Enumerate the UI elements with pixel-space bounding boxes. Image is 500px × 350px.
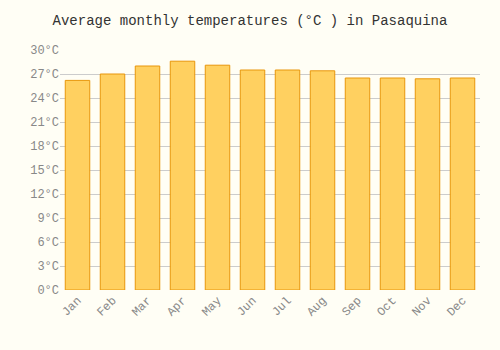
svg-text:Mar: Mar <box>129 294 154 319</box>
svg-text:Feb: Feb <box>94 294 119 319</box>
svg-text:Dec: Dec <box>444 294 469 319</box>
svg-text:May: May <box>199 294 224 319</box>
svg-text:18°C: 18°C <box>30 140 59 154</box>
svg-text:0°C: 0°C <box>37 284 59 298</box>
svg-text:30°C: 30°C <box>30 44 59 58</box>
svg-text:24°C: 24°C <box>30 92 59 106</box>
svg-text:Aug: Aug <box>304 294 329 319</box>
svg-text:Oct: Oct <box>374 294 399 319</box>
svg-text:15°C: 15°C <box>30 164 59 178</box>
svg-text:Jun: Jun <box>234 294 259 319</box>
svg-text:Jul: Jul <box>269 294 294 319</box>
svg-text:21°C: 21°C <box>30 116 59 130</box>
svg-text:Apr: Apr <box>164 294 189 319</box>
svg-text:9°C: 9°C <box>37 212 59 226</box>
svg-text:12°C: 12°C <box>30 188 59 202</box>
svg-text:Average monthly temperatures (: Average monthly temperatures (°C ) in Pa… <box>53 13 448 29</box>
svg-text:Sep: Sep <box>339 294 364 319</box>
svg-text:Nov: Nov <box>409 294 434 319</box>
svg-text:3°C: 3°C <box>37 260 59 274</box>
svg-text:6°C: 6°C <box>37 236 59 250</box>
svg-text:Jan: Jan <box>59 294 84 319</box>
svg-text:27°C: 27°C <box>30 68 59 82</box>
